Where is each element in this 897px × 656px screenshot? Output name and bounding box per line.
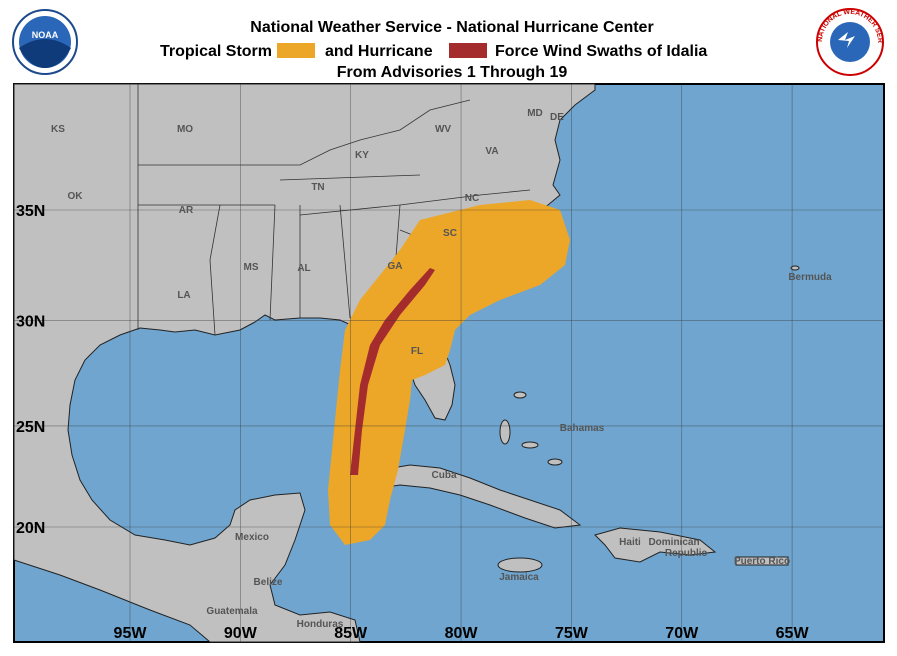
bermuda-island xyxy=(790,265,800,271)
legend-swatch-hurricane xyxy=(449,43,487,58)
lat-label: 20N xyxy=(16,520,45,537)
lon-label: 75W xyxy=(555,625,589,642)
place-label: KS xyxy=(51,124,65,135)
tropical-storm-swath xyxy=(328,200,570,545)
bahamas-island xyxy=(513,391,527,399)
place-label: GA xyxy=(388,261,403,272)
place-label: OK xyxy=(68,191,84,202)
cuba xyxy=(354,464,582,529)
lat-label: 30N xyxy=(16,314,45,331)
bahamas-island xyxy=(499,419,511,445)
place-labels: KS MO WV VA KY OK TN NC AR SC MS AL GA L… xyxy=(51,108,832,630)
map-area xyxy=(13,83,885,643)
place-label: Puerto Rico xyxy=(734,556,790,567)
place-label: MO xyxy=(177,124,193,135)
bahamas-island xyxy=(521,441,539,449)
place-label: NC xyxy=(465,193,479,204)
place-label: MS xyxy=(244,262,259,273)
graticule: 95W 90W 85W 80W 75W 70W 65W 35N 30N 25N 20N xyxy=(14,84,884,642)
place-label: Bermuda xyxy=(788,272,832,283)
place-label: DE xyxy=(550,112,564,123)
place-label: Jamaica xyxy=(499,572,539,583)
lon-label: 70W xyxy=(665,625,699,642)
jamaica xyxy=(497,557,543,573)
subtitle: From Advisories 1 Through 19 xyxy=(337,64,568,81)
lat-label: 25N xyxy=(16,419,45,436)
lat-label: 35N xyxy=(16,203,45,220)
legend-label: Force Wind Swaths of Idalia xyxy=(495,43,707,60)
lon-label: 90W xyxy=(224,625,258,642)
place-label: MD xyxy=(527,108,543,119)
lon-label: 85W xyxy=(334,625,368,642)
place-label: Bahamas xyxy=(560,423,605,434)
place-label: Mexico xyxy=(235,532,269,543)
place-label: VA xyxy=(485,146,498,157)
place-label: FL xyxy=(411,346,423,357)
place-label: Guatemala xyxy=(206,606,258,617)
place-label: Honduras xyxy=(297,619,344,630)
puerto-rico xyxy=(735,556,789,566)
place-label: LA xyxy=(177,290,190,301)
legend-swatch-ts xyxy=(277,43,315,58)
bahamas-island xyxy=(547,458,563,466)
place-label: Cuba xyxy=(432,470,457,481)
place-label: Dominican xyxy=(648,537,699,548)
place-label: Haiti xyxy=(619,537,641,548)
title: National Weather Service - National Hurr… xyxy=(250,19,653,36)
place-label: SC xyxy=(443,228,457,239)
lon-label: 95W xyxy=(114,625,148,642)
hurricane-swath xyxy=(350,268,435,475)
legend-label: and Hurricane xyxy=(325,43,433,60)
place-label: Belize xyxy=(254,577,283,588)
hispaniola xyxy=(594,527,717,563)
place-label: Republic xyxy=(665,548,708,559)
lon-label: 65W xyxy=(776,625,810,642)
legend-label: Tropical Storm xyxy=(160,43,272,60)
place-label: WV xyxy=(435,124,451,135)
place-label: AL xyxy=(297,263,310,274)
place-label: AR xyxy=(179,205,194,216)
logo-text: NOAA xyxy=(32,30,59,40)
place-label: TN xyxy=(311,182,324,193)
lon-label: 80W xyxy=(445,625,479,642)
noaa-logo: NOAA xyxy=(12,9,78,75)
place-label: KY xyxy=(355,150,369,161)
